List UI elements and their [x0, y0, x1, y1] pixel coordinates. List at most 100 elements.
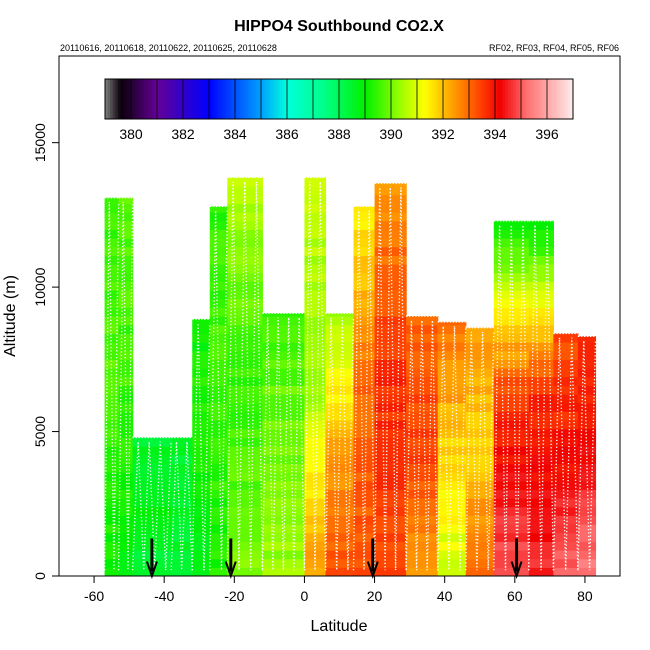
- colorbar-segment: [409, 79, 413, 119]
- colorbar-segment: [510, 79, 514, 119]
- colorbar-segment: [370, 79, 374, 119]
- heat-cell: [192, 524, 211, 534]
- colorbar-segment: [263, 79, 267, 119]
- heat-cell: [493, 541, 530, 551]
- heat-cell: [406, 480, 439, 490]
- heat-cell: [374, 567, 407, 576]
- heat-cell: [553, 368, 579, 378]
- colorbar-segment: [422, 79, 426, 119]
- heat-cell: [209, 463, 228, 473]
- colorbar-segment: [526, 79, 530, 119]
- heat-cell: [528, 255, 554, 265]
- heat-cell: [406, 454, 439, 464]
- heat-cell: [437, 321, 467, 326]
- colorbar-segment: [344, 79, 348, 119]
- heat-cell: [209, 376, 228, 386]
- heat-cell: [353, 350, 376, 360]
- heat-cell: [528, 472, 554, 482]
- colorbar-segment: [541, 79, 545, 119]
- heat-cell: [528, 420, 554, 430]
- heat-cell: [209, 402, 228, 412]
- heat-cell: [406, 532, 439, 542]
- heat-cell: [493, 463, 530, 473]
- heat-cell: [104, 307, 120, 317]
- colorbar-segment: [284, 79, 288, 119]
- heat-cell: [577, 550, 597, 560]
- colorbar-segment: [552, 79, 556, 119]
- colorbar-segment: [198, 79, 202, 119]
- colorbar-segment: [123, 79, 127, 119]
- heat-cell: [171, 506, 193, 516]
- heat-cell: [493, 281, 530, 291]
- colorbar-segment: [276, 79, 280, 119]
- colorbar-segment: [450, 79, 454, 119]
- heat-cell: [209, 541, 228, 551]
- colorbar-segment: [294, 79, 298, 119]
- heat-cell: [528, 489, 554, 499]
- heat-cell: [553, 342, 579, 352]
- heat-cell: [374, 541, 407, 551]
- heat-cell: [465, 489, 495, 499]
- heat-cell: [262, 324, 306, 334]
- heat-cell: [353, 567, 376, 576]
- heat-cell: [528, 350, 554, 360]
- heat-cell: [437, 350, 467, 360]
- heat-cell: [353, 480, 376, 490]
- heat-cell: [209, 290, 228, 300]
- colorbar-segment: [406, 79, 410, 119]
- heat-cell: [553, 394, 579, 404]
- colorbar-segment: [469, 79, 472, 119]
- heat-cell: [104, 532, 120, 542]
- heat-cell: [325, 524, 355, 534]
- flight-track-layer: [103, 176, 597, 571]
- heat-cell: [577, 376, 597, 386]
- heat-cell: [118, 480, 134, 490]
- colorbar-segment: [255, 79, 259, 119]
- heat-cell: [437, 480, 467, 490]
- heat-cell: [304, 290, 327, 300]
- heat-cell: [406, 498, 439, 508]
- heat-cell: [374, 316, 407, 326]
- heat-cell: [465, 454, 495, 464]
- heat-cell: [104, 541, 120, 551]
- heat-cell: [118, 558, 134, 568]
- heat-cell: [406, 428, 439, 438]
- heat-cell: [577, 489, 597, 499]
- colorbar-segment: [352, 79, 355, 119]
- heat-cell: [304, 368, 327, 378]
- heat-cell: [132, 498, 172, 508]
- heat-cell: [118, 272, 134, 282]
- heat-cell: [325, 558, 355, 568]
- y-tick-label: 10000: [32, 267, 48, 306]
- heat-cell: [104, 515, 120, 525]
- heat-cell: [227, 324, 263, 334]
- x-axis-label: Latitude: [311, 618, 368, 635]
- colorbar-segment: [333, 79, 337, 119]
- heat-cell: [104, 428, 120, 438]
- colorbar-segment: [188, 79, 192, 119]
- heat-cell: [437, 359, 467, 369]
- heat-cell: [465, 472, 495, 482]
- colorbar-segment: [489, 79, 493, 119]
- heat-cell: [465, 333, 495, 343]
- heat-cell: [192, 498, 211, 508]
- heat-cell: [437, 558, 467, 568]
- heat-cell: [262, 313, 306, 317]
- heat-cell: [528, 428, 554, 438]
- colorbar-segment: [115, 79, 119, 119]
- heat-cell: [437, 402, 467, 412]
- heat-cell: [528, 342, 554, 352]
- heat-cell: [374, 272, 407, 282]
- y-tick-label: 0: [32, 572, 48, 580]
- heat-cell: [325, 324, 355, 334]
- heat-cell: [304, 229, 327, 239]
- heat-cell: [104, 342, 120, 352]
- heat-cell: [104, 229, 120, 239]
- heat-cell: [118, 420, 134, 430]
- heat-cell: [118, 203, 134, 213]
- heat-cell: [171, 472, 193, 482]
- heat-cell: [227, 385, 263, 395]
- colorbar-segment: [354, 79, 358, 119]
- colorbar-segment: [131, 79, 134, 119]
- colorbar-segment: [523, 79, 527, 119]
